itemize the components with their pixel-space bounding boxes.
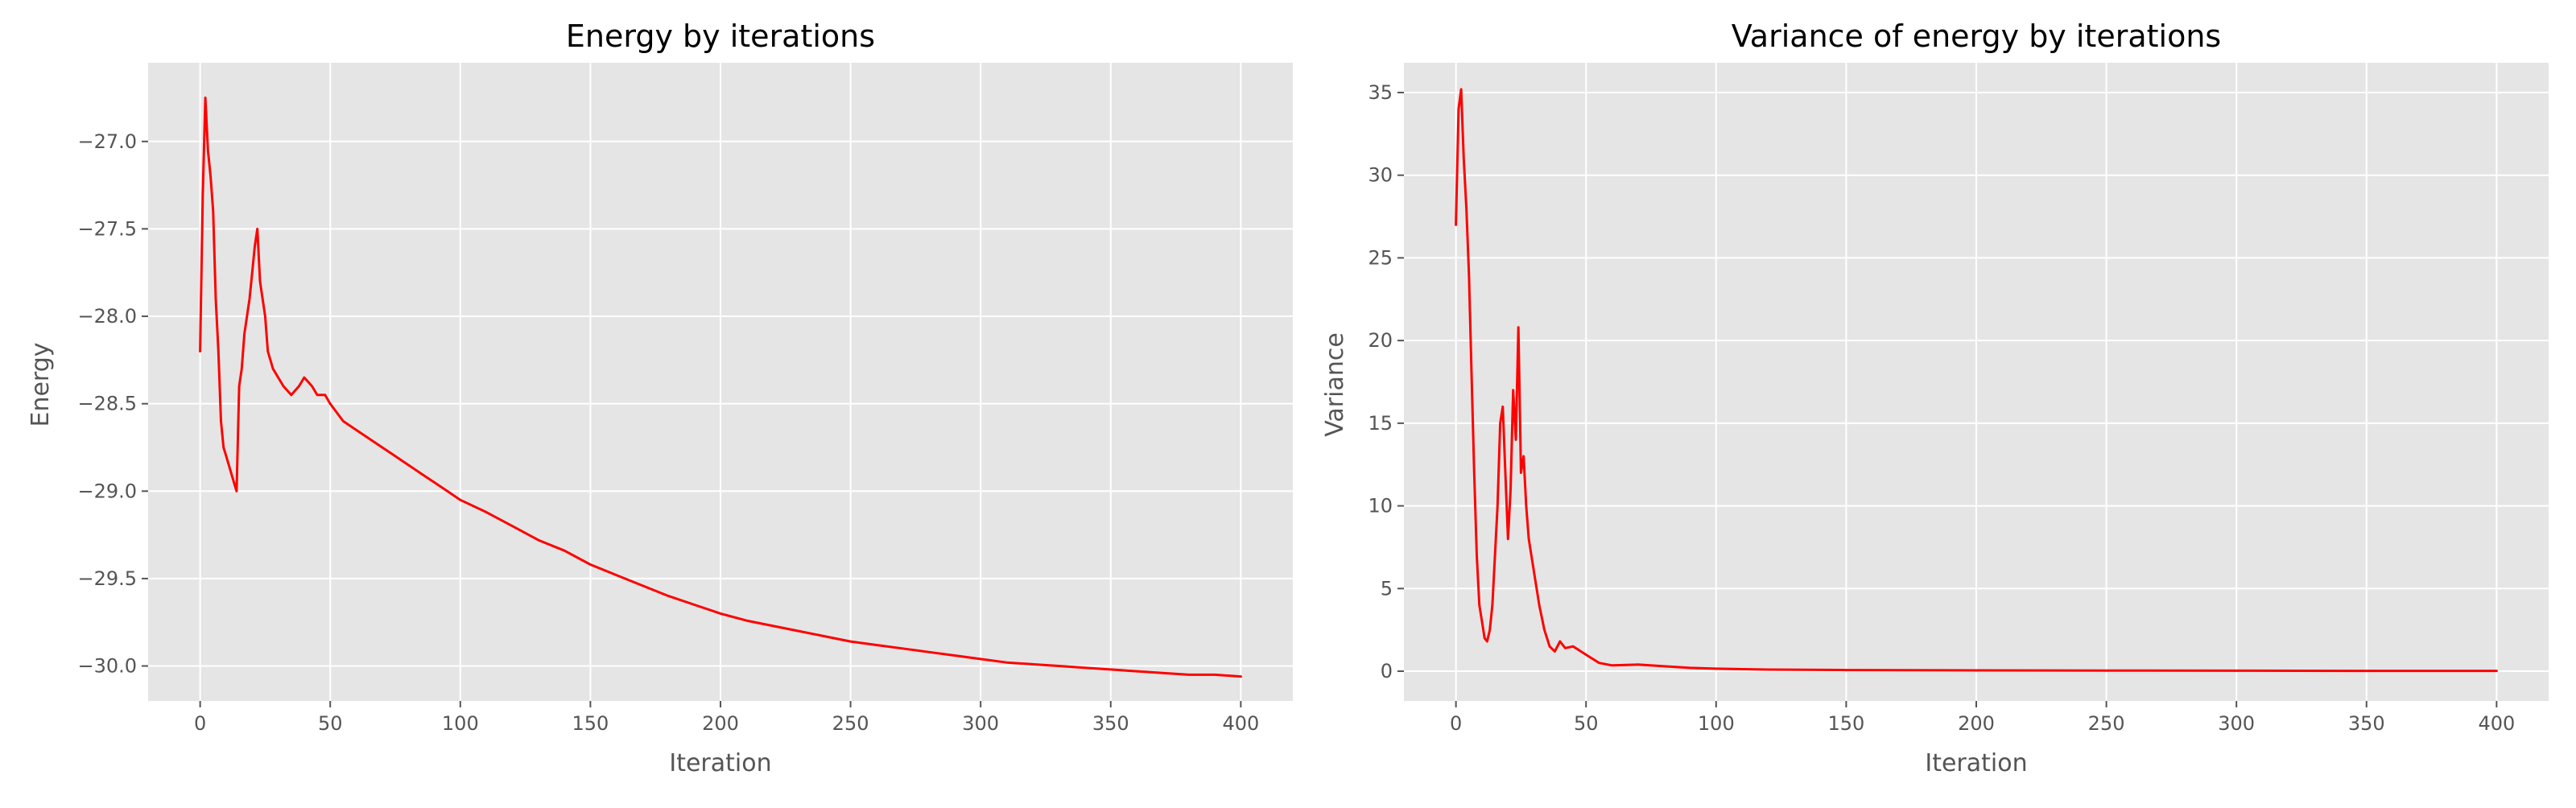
energy-chart-x-tick-label: 100 bbox=[442, 712, 479, 735]
variance-chart-x-tick-label: 250 bbox=[2088, 712, 2125, 735]
variance-chart: 0 50 100 150 200 250 300 350 400 0 5 10 15 20 25 30 35 Va… bbox=[1321, 19, 2549, 777]
variance-chart-series-line bbox=[1455, 88, 2498, 673]
energy-chart-x-tick-label: 200 bbox=[702, 712, 739, 735]
variance-chart-y-tick-label: 15 bbox=[1368, 412, 1393, 435]
energy-chart-x-tick-label: 50 bbox=[318, 712, 343, 735]
energy-chart-x-tick-label: 0 bbox=[194, 712, 206, 735]
energy-chart-y-tick-label: −29.5 bbox=[77, 567, 137, 590]
variance-chart-ylabel: Variance bbox=[1321, 332, 1349, 437]
energy-chart-y-tick-label: −30.0 bbox=[77, 655, 137, 678]
energy-chart-x-tick-label: 350 bbox=[1092, 712, 1129, 735]
variance-chart-x-tick-label: 300 bbox=[2218, 712, 2255, 735]
energy-chart-x-tick-label: 250 bbox=[832, 712, 869, 735]
variance-chart-x-tick-label: 0 bbox=[1450, 712, 1462, 735]
variance-chart-x-tick-label: 150 bbox=[1828, 712, 1865, 735]
energy-chart-series-line bbox=[199, 97, 1242, 678]
energy-chart-xlabel: Iteration bbox=[669, 749, 771, 777]
variance-chart-x-tick-label: 400 bbox=[2478, 712, 2515, 735]
variance-chart-y-tick-label: 35 bbox=[1368, 81, 1393, 104]
energy-chart-x-tick-label: 300 bbox=[962, 712, 999, 735]
variance-chart-y-tick-label: 10 bbox=[1368, 495, 1393, 517]
energy-chart-ylabel: Energy bbox=[27, 342, 55, 427]
energy-chart-y-tick-label: −29.0 bbox=[77, 480, 137, 502]
variance-chart-x-tick-label: 350 bbox=[2348, 712, 2385, 735]
energy-chart-title: Energy by iterations bbox=[566, 19, 875, 54]
variance-chart-y-tick-label: 0 bbox=[1381, 660, 1393, 682]
variance-chart-y-tick-label: 25 bbox=[1368, 246, 1393, 269]
variance-chart-x-tick-label: 200 bbox=[1958, 712, 1995, 735]
energy-chart-x-tick-label: 150 bbox=[572, 712, 609, 735]
energy-chart-y-tick-label: −27.0 bbox=[77, 130, 137, 153]
variance-chart-xlabel: Iteration bbox=[1925, 749, 2027, 777]
energy-chart-y-tick-label: −28.5 bbox=[77, 393, 137, 415]
variance-chart-x-tick-label: 50 bbox=[1574, 712, 1599, 735]
variance-chart-title: Variance of energy by iterations bbox=[1732, 19, 2221, 54]
energy-chart-x-tick-label: 400 bbox=[1222, 712, 1259, 735]
variance-chart-y-tick-label: 20 bbox=[1368, 329, 1393, 352]
variance-chart-y-tick-label: 30 bbox=[1368, 164, 1393, 187]
energy-chart-y-tick-label: −27.5 bbox=[77, 217, 137, 240]
variance-chart-y-tick-label: 5 bbox=[1381, 577, 1393, 600]
energy-chart-y-tick-label: −28.0 bbox=[77, 305, 137, 328]
energy-chart: 0 50 100 150 200 250 300 350 400 −30.0 −29.5 −29.0 −… bbox=[27, 19, 1293, 777]
variance-chart-x-tick-label: 100 bbox=[1698, 712, 1735, 735]
